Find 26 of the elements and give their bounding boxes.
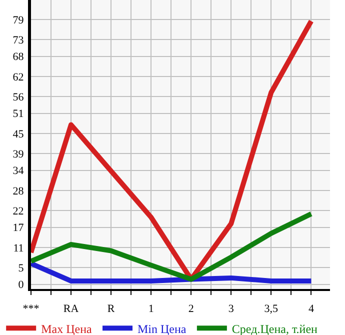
y-tick-label: 5 <box>18 262 24 274</box>
y-tick-label: 17 <box>12 222 24 234</box>
y-tick-label: 79 <box>12 14 24 26</box>
y-tick-label: 28 <box>12 185 24 198</box>
x-tick-label: 3 <box>228 303 234 316</box>
legend-label: Сред.Цена, т.йен <box>232 322 318 335</box>
y-tick-label: 11 <box>13 242 24 254</box>
legend-label: Min Цена <box>138 322 187 335</box>
y-tick-label: 73 <box>12 34 24 46</box>
x-tick-label: 4 <box>308 303 314 316</box>
x-tick-label: 3,5 <box>264 303 279 316</box>
y-tick-label: 34 <box>12 165 24 178</box>
x-tick-label: R <box>107 303 116 316</box>
x-tick-label: 1 <box>148 303 154 316</box>
y-tick-label: 45 <box>12 128 24 140</box>
y-tick-label: 51 <box>12 108 24 120</box>
x-tick-label: 2 <box>188 303 194 316</box>
y-tick-label: 62 <box>12 71 24 84</box>
x-tick-label: *** <box>22 303 40 316</box>
y-tick-label: 0 <box>18 279 24 292</box>
x-tick-label: RA <box>63 303 79 316</box>
y-tick-label: 22 <box>12 205 24 218</box>
y-tick-label: 68 <box>12 51 24 64</box>
y-tick-label: 56 <box>12 91 24 104</box>
y-tick-label: 39 <box>12 148 24 160</box>
legend-label: Max Цена <box>41 322 93 335</box>
